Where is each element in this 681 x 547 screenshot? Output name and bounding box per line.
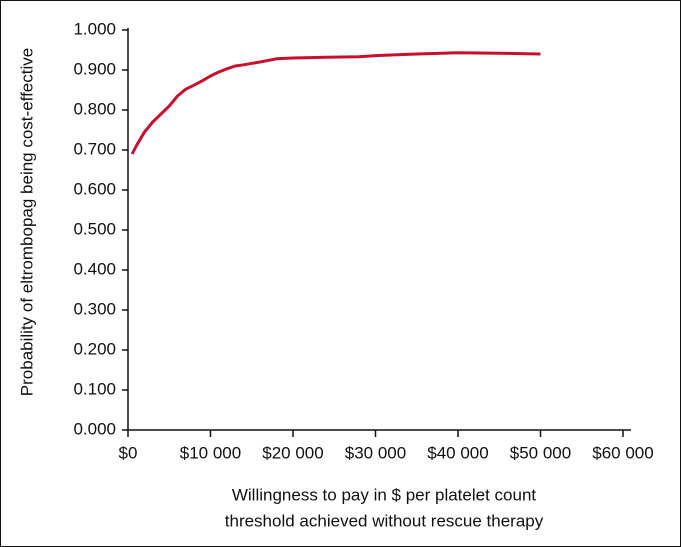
y-tick-label: 0.100: [73, 379, 116, 398]
x-tick-label: $60 000: [592, 443, 653, 462]
x-tick-label: $30 000: [345, 443, 406, 462]
x-tick-label: $0: [119, 443, 138, 462]
x-tick-label: $40 000: [427, 443, 488, 462]
y-tick-label: 0.000: [73, 419, 116, 438]
y-tick-label: 0.300: [73, 299, 116, 318]
y-tick-label: 0.700: [73, 139, 116, 158]
data-line: [130, 51, 541, 155]
y-tick-label: 0.800: [73, 99, 116, 118]
y-tick-label: 0.200: [73, 339, 116, 358]
y-axis-label: Probability of eltrombopag being cost-ef…: [17, 48, 36, 396]
y-tick-label: 0.500: [73, 219, 116, 238]
y-tick-label: 0.900: [73, 59, 116, 78]
y-tick-label: 1.000: [73, 19, 116, 38]
y-tick-label: 0.600: [73, 179, 116, 198]
x-tick-label: $50 000: [510, 443, 571, 462]
x-axis-label: Willingness to pay in $ per platelet cou…: [232, 485, 537, 504]
x-tick-label: $10 000: [180, 443, 241, 462]
x-axis-label: threshold achieved without rescue therap…: [225, 511, 544, 530]
y-tick-label: 0.400: [73, 259, 116, 278]
x-tick-label: $20 000: [262, 443, 323, 462]
